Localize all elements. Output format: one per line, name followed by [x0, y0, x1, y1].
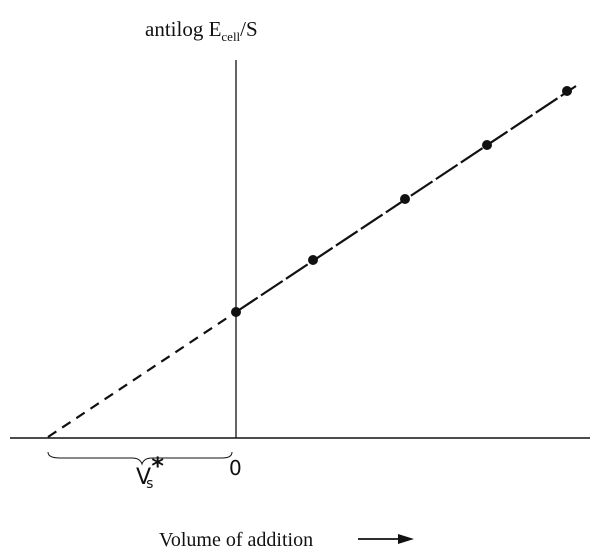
- y-axis-label: antilog Ecell/S: [145, 17, 258, 44]
- x-axis-label: Volume of addition: [159, 529, 313, 551]
- y-label-main: antilog E: [145, 17, 221, 41]
- page: {"y_axis_label": {"main": "antilog E", "…: [0, 0, 590, 553]
- intercept-superscript: *: [151, 452, 164, 480]
- gran-plot: antilog Ecell/S 0 Vs* Volume of addition: [0, 0, 590, 553]
- background: [0, 0, 590, 553]
- data-point: [400, 194, 410, 204]
- data-point: [482, 140, 492, 150]
- y-label-rest: /S: [240, 17, 258, 41]
- data-point: [231, 307, 241, 317]
- origin-label: 0: [229, 456, 242, 480]
- data-point: [562, 86, 572, 96]
- data-point: [308, 255, 318, 265]
- y-label-subscript: cell: [221, 29, 240, 44]
